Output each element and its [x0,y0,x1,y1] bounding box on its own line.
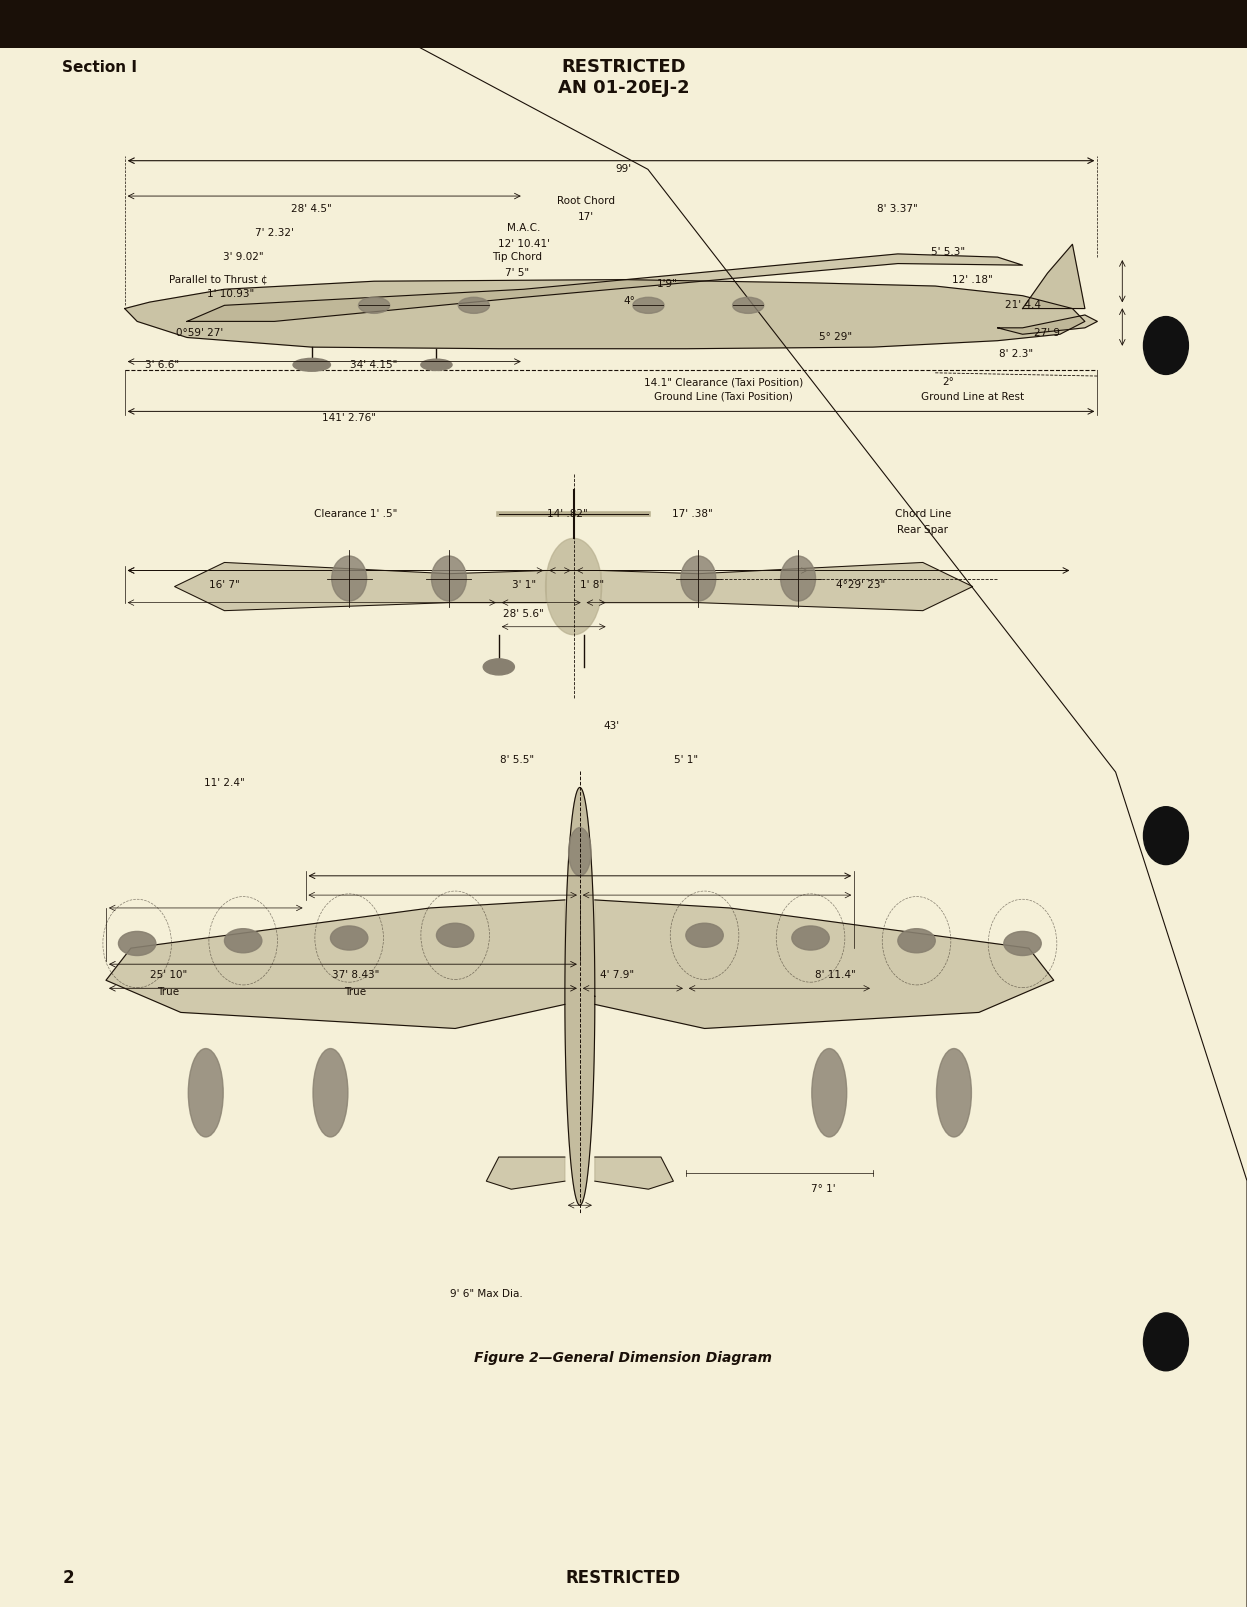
Text: 5° 29": 5° 29" [819,333,852,342]
Text: 7' 2.32': 7' 2.32' [254,228,294,238]
Text: 25' 10": 25' 10" [150,971,187,980]
Bar [0,0,1247,48]
Text: 17' .38": 17' .38" [672,509,712,519]
Ellipse shape [484,659,515,675]
Polygon shape [1023,244,1085,309]
Ellipse shape [118,932,156,956]
Text: 0°59' 27': 0°59' 27' [176,328,223,337]
Text: Clearance 1' .5": Clearance 1' .5" [314,509,397,519]
Text: 4' 7.9": 4' 7.9" [600,971,635,980]
Text: 28' 5.6": 28' 5.6" [504,609,544,619]
Text: True: True [157,987,180,996]
Text: 8' 11.4": 8' 11.4" [816,971,855,980]
Text: Ground Line at Rest: Ground Line at Rest [922,392,1024,402]
Ellipse shape [936,1049,971,1138]
Text: Parallel to Thrust ¢: Parallel to Thrust ¢ [168,275,268,284]
Text: 11' 2.4": 11' 2.4" [205,778,244,787]
Ellipse shape [1004,932,1041,956]
Text: 4°: 4° [624,296,636,305]
Text: 14' .82": 14' .82" [547,509,587,519]
Text: 1' 10.93": 1' 10.93" [207,289,254,299]
Ellipse shape [330,926,368,950]
Ellipse shape [332,556,367,601]
Text: 9' 6" Max Dia.: 9' 6" Max Dia. [450,1289,522,1298]
Ellipse shape [633,297,663,313]
Polygon shape [601,562,973,611]
Text: 3' 1": 3' 1" [511,580,536,590]
Ellipse shape [431,556,466,601]
Text: 5' 5.3": 5' 5.3" [930,247,965,257]
Ellipse shape [686,922,723,948]
Ellipse shape [421,360,451,370]
Text: 4°29' 23": 4°29' 23" [835,580,885,590]
Text: True: True [344,987,367,996]
Text: 7' 5": 7' 5" [505,268,530,278]
Text: 8' 3.37": 8' 3.37" [878,204,918,214]
Text: 7° 1': 7° 1' [811,1184,835,1194]
Text: 17': 17' [579,212,594,222]
Ellipse shape [898,929,935,953]
Ellipse shape [812,1049,847,1138]
Text: 16' 7": 16' 7" [209,580,239,590]
Ellipse shape [359,297,389,313]
Polygon shape [565,787,595,1205]
Polygon shape [106,900,565,1028]
Text: Ground Line (Taxi Position): Ground Line (Taxi Position) [653,392,793,402]
Ellipse shape [681,556,716,601]
Ellipse shape [293,358,330,371]
Circle shape [1143,317,1188,374]
Text: 1' 8": 1' 8" [580,580,605,590]
Ellipse shape [459,297,489,313]
Polygon shape [595,900,1054,1028]
Text: 99': 99' [616,164,631,174]
Text: 37' 8.43": 37' 8.43" [332,971,379,980]
Polygon shape [125,280,1085,349]
Ellipse shape [792,926,829,950]
Text: Figure 2—General Dimension Diagram: Figure 2—General Dimension Diagram [475,1351,772,1364]
Text: 14.1" Clearance (Taxi Position): 14.1" Clearance (Taxi Position) [643,378,803,387]
Text: RESTRICTED: RESTRICTED [561,58,686,77]
Text: Chord Line: Chord Line [894,509,951,519]
Text: 3' 6.6": 3' 6.6" [145,360,180,370]
Text: 2: 2 [62,1568,74,1588]
Ellipse shape [781,556,816,601]
Circle shape [1143,807,1188,865]
Ellipse shape [732,297,763,313]
Text: 21' 4.4: 21' 4.4 [1005,301,1040,310]
Text: Section I: Section I [62,59,137,76]
Text: 34' 4.15": 34' 4.15" [350,360,398,370]
Text: AN 01-20EJ-2: AN 01-20EJ-2 [557,79,690,98]
Text: 43': 43' [604,722,619,731]
Text: RESTRICTED: RESTRICTED [566,1568,681,1588]
Text: 12' .18": 12' .18" [953,275,993,284]
Polygon shape [187,254,1023,321]
Polygon shape [486,1157,565,1189]
Text: 28' 4.5": 28' 4.5" [292,204,332,214]
Polygon shape [998,315,1097,334]
Text: 141' 2.76": 141' 2.76" [322,413,377,423]
Text: 8' 5.5": 8' 5.5" [500,755,535,765]
Text: 3' 9.02": 3' 9.02" [223,252,263,262]
Ellipse shape [224,929,262,953]
Text: Tip Chord: Tip Chord [493,252,542,262]
Ellipse shape [546,538,601,635]
Text: M.A.C.: M.A.C. [508,223,540,233]
Text: 1'9": 1'9" [657,280,677,289]
Polygon shape [175,562,546,611]
Circle shape [1143,1313,1188,1371]
Text: 27' 9: 27' 9 [1035,328,1060,337]
Text: 2°: 2° [941,378,954,387]
Text: Rear Spar: Rear Spar [898,525,948,535]
Ellipse shape [313,1049,348,1138]
Polygon shape [595,1157,673,1189]
Text: 12' 10.41': 12' 10.41' [498,239,550,249]
Text: Root Chord: Root Chord [557,196,615,206]
Ellipse shape [188,1049,223,1138]
Ellipse shape [436,922,474,948]
Text: 8' 2.3": 8' 2.3" [999,349,1034,358]
Text: 5' 1": 5' 1" [673,755,698,765]
Ellipse shape [569,828,591,876]
